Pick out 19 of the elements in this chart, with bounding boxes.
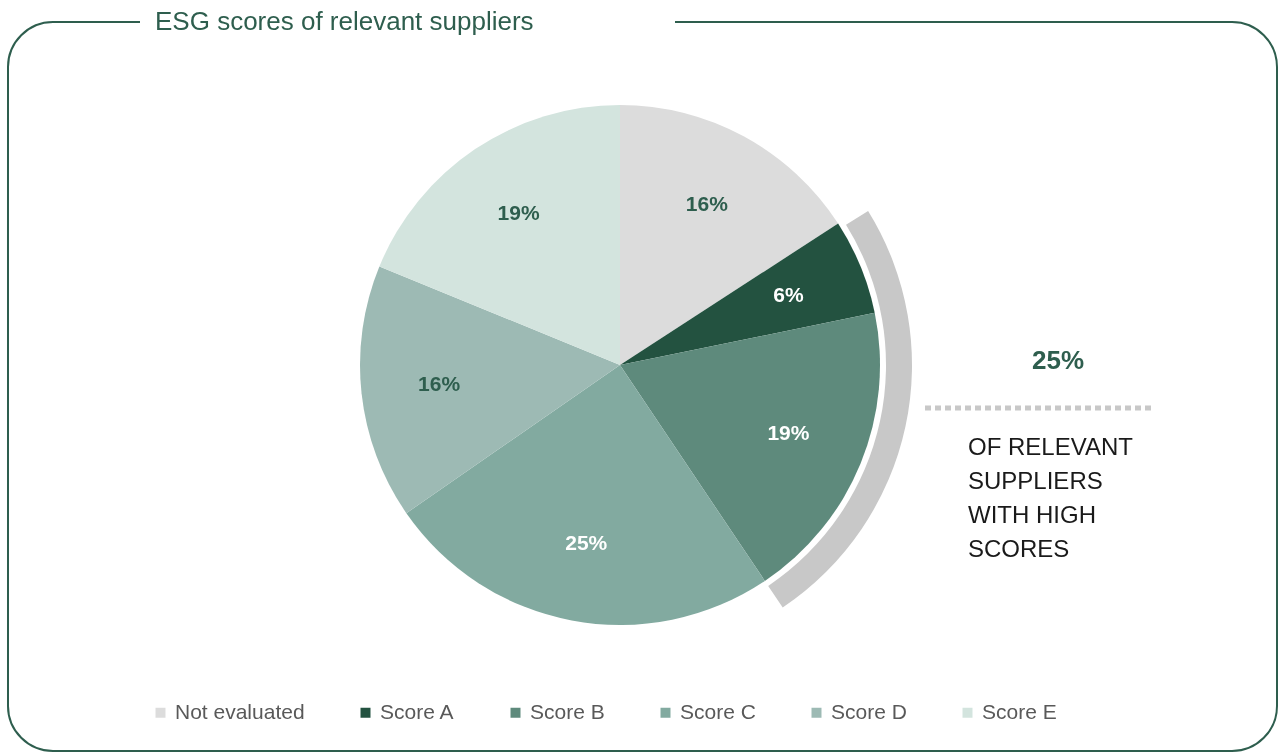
- data-label: 19%: [767, 420, 810, 444]
- legend-label: Score B: [530, 699, 605, 723]
- chart-title: ESG scores of relevant suppliers: [155, 6, 534, 36]
- pie-slice: [620, 223, 875, 365]
- legend-label: Score C: [680, 699, 756, 723]
- text: 25%: [1032, 345, 1085, 375]
- data-label: 19%: [497, 200, 540, 224]
- data-label: 25%: [565, 530, 608, 554]
- pie-slice: [360, 266, 620, 514]
- legend-label: Score E: [982, 699, 1057, 723]
- data-label: 16%: [418, 371, 461, 395]
- legend-label: Score A: [380, 699, 454, 723]
- data-label: 16%: [685, 192, 729, 216]
- pie-slice: [620, 312, 880, 581]
- pie-slice: [406, 365, 765, 625]
- text: OF RELEVANT SUPPLIERS WITH HIGH SCORES: [968, 433, 1134, 562]
- data-label: 6%: [773, 283, 804, 307]
- legend-label: Score D: [831, 699, 907, 723]
- legend-label: Not evaluated: [175, 699, 305, 723]
